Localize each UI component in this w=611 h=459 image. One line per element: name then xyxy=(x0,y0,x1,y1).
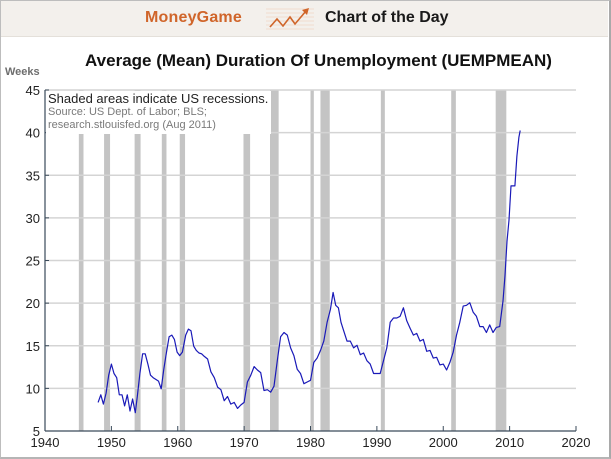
y-tick-label: 10 xyxy=(26,381,40,396)
y-axis-tick-labels: 5 10 15 20 25 30 35 40 45 xyxy=(26,83,40,439)
chart-annotation: Shaded areas indicate US recessions. Sou… xyxy=(46,91,272,134)
brand-name: MoneyGame xyxy=(145,9,242,26)
y-tick-label: 20 xyxy=(26,296,40,311)
rising-chart-arrow-icon xyxy=(266,8,314,30)
annotation-url: research.stlouisfed.org (Aug 2011) xyxy=(48,119,216,131)
chart-title: Average (Mean) Duration Of Unemployment … xyxy=(85,51,552,70)
x-tick-label: 2010 xyxy=(495,435,524,450)
annotation-recessions: Shaded areas indicate US recessions. xyxy=(48,91,269,106)
y-tick-label: 15 xyxy=(26,339,40,354)
x-tick-label: 1970 xyxy=(230,435,259,450)
y-tick-label: 25 xyxy=(26,254,40,269)
y-tick-label: 35 xyxy=(26,168,40,183)
x-tick-label: 1960 xyxy=(163,435,192,450)
chart-of-the-day-label: Chart of the Day xyxy=(325,9,449,26)
annotation-source: Source: US Dept. of Labor; BLS; xyxy=(48,106,207,118)
x-tick-label: 2000 xyxy=(429,435,458,450)
gridlines xyxy=(45,89,576,390)
x-tick-label: 2020 xyxy=(562,435,591,450)
axes xyxy=(44,89,577,432)
x-tick-label: 1950 xyxy=(97,435,126,450)
x-tick-label: 1940 xyxy=(31,435,60,450)
x-axis-tick-labels: 1940 1950 1960 1970 1980 1990 2000 2010 2020 xyxy=(31,435,591,450)
y-axis-unit-label: Weeks xyxy=(5,66,40,78)
header-bar: MoneyGame Chart of the Day xyxy=(1,1,608,37)
x-tick-label: 1980 xyxy=(296,435,325,450)
y-tick-label: 45 xyxy=(26,83,40,98)
y-tick-label: 40 xyxy=(26,126,40,141)
uempmean-line xyxy=(97,130,521,414)
y-tick-label: 5 xyxy=(33,424,40,439)
y-tick-label: 30 xyxy=(26,211,40,226)
x-tick-label: 1990 xyxy=(362,435,391,450)
